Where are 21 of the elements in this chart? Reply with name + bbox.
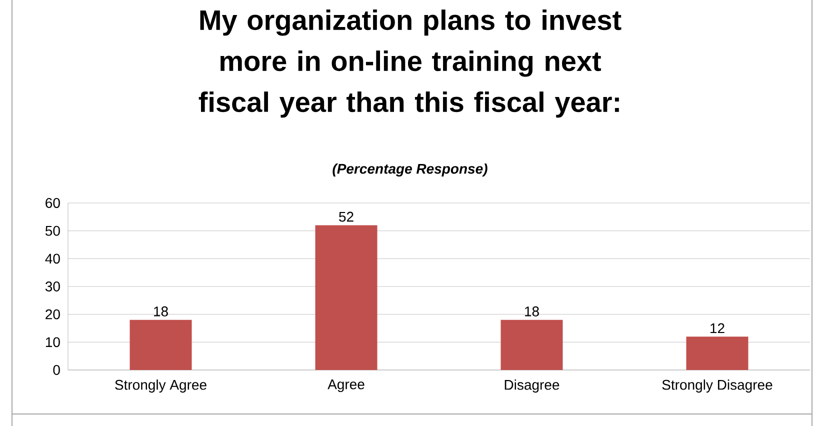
y-tick-label: 30 <box>45 282 60 292</box>
chart-title: My organization plans to invest more in on-line training next fiscal year than this fiscal year: <box>198 10 622 118</box>
data-label: 18 <box>154 306 168 316</box>
x-tick-label: Agree <box>328 380 364 392</box>
bar <box>500 320 563 370</box>
data-label: 18 <box>525 306 539 316</box>
y-tick-label: 40 <box>45 254 60 264</box>
x-tick-label: Strongly Agree <box>115 380 206 393</box>
y-tick-label: 60 <box>46 198 60 208</box>
x-tick-label: Strongly Disagree <box>662 380 772 393</box>
data-label: 52 <box>339 212 354 222</box>
data-label: 12 <box>710 323 724 334</box>
chart-subtitle: (Percentage Response) <box>332 163 488 177</box>
bar <box>686 336 748 370</box>
x-tick-label: Disagree <box>504 380 560 393</box>
y-tick-label: 20 <box>46 309 60 320</box>
y-tick-label: 0 <box>53 365 60 375</box>
bar <box>315 225 378 370</box>
y-tick-label: 50 <box>45 226 60 236</box>
y-tick-label: 10 <box>46 337 60 348</box>
bar <box>130 320 192 370</box>
